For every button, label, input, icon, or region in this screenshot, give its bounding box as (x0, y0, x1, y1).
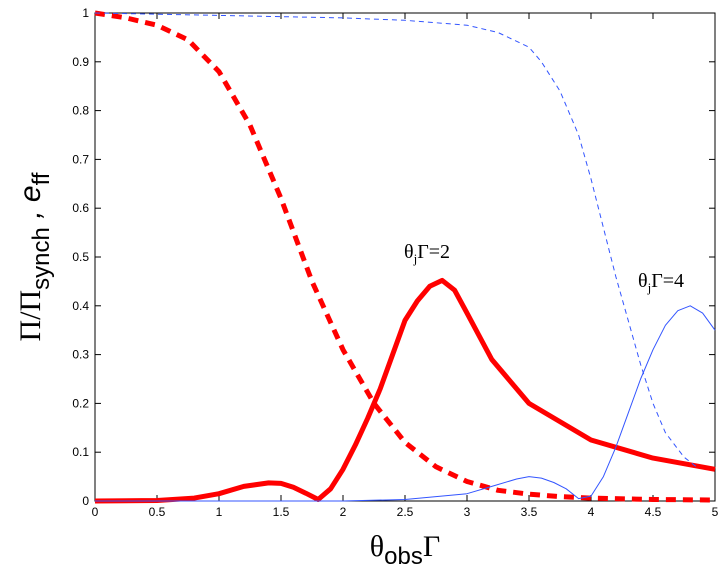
y-tick-label: 0.2 (72, 396, 89, 410)
x-tick-label: 0.5 (149, 505, 166, 519)
x-label-sub: obs (384, 543, 423, 568)
y-tick-label: 0.4 (72, 299, 89, 313)
x-tick-label: 4.5 (645, 505, 662, 519)
y-tick-label: 0 (82, 494, 89, 508)
x-tick-label: 1.5 (273, 505, 290, 519)
x-axis-label: θobsΓ (370, 530, 440, 568)
y-tick-label: 0.8 (72, 104, 89, 118)
y-label-main: Π/Π (14, 290, 47, 342)
x-label-tail: Γ (423, 530, 440, 563)
annotation-theta-j-2: θjΓ=2 (404, 241, 450, 266)
y-label-sub2: ff (28, 172, 55, 185)
x-tick-label: 3 (464, 505, 471, 519)
tick-labels: 0 0.5 1 1.5 2 2.5 3 3.5 4 4.5 5 0 0.1 0.2 0.3 0.4 0.5 0.6… (72, 6, 718, 519)
series-line-3 (94, 12, 697, 468)
series-line-0 (94, 277, 716, 504)
y-tick-label: 1 (82, 6, 89, 20)
x-tick-label: 1 (216, 505, 223, 519)
y-tick-label: 0.1 (72, 445, 89, 459)
series-line-2 (95, 305, 716, 502)
y-tick-label: 0.7 (72, 152, 89, 166)
x-tick-label: 5 (712, 505, 719, 519)
y-label-sub: synch (28, 227, 55, 290)
annotation-theta-j-4: θjΓ=4 (638, 270, 684, 295)
y-tick-label: 0.5 (72, 250, 89, 264)
y-label-mid: , e (14, 185, 47, 227)
x-label-main: θ (370, 530, 384, 563)
x-tick-label: 2 (340, 505, 347, 519)
y-tick-label: 0.9 (72, 55, 89, 69)
y-axis-label: Π/Πsynch , eff (14, 172, 55, 341)
y-tick-label: 0.6 (72, 201, 89, 215)
y-tick-label: 0.3 (72, 348, 89, 362)
plot-frame (94, 12, 716, 502)
x-tick-label: 2.5 (397, 505, 414, 519)
x-tick-label: 3.5 (521, 505, 538, 519)
x-tick-label: 0 (92, 505, 99, 519)
series-group (94, 10, 716, 504)
x-tick-label: 4 (588, 505, 595, 519)
